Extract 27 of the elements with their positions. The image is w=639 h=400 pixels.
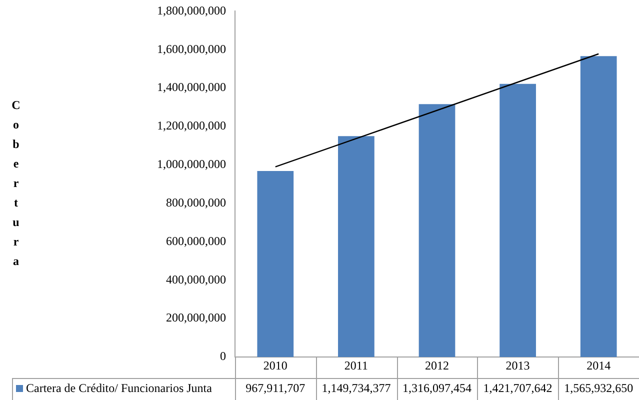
data-label: 967,911,707 (246, 381, 306, 396)
data-label: 1,421,707,642 (483, 381, 552, 396)
bar (500, 84, 536, 357)
bar (338, 136, 374, 357)
data-label: 1,149,734,377 (322, 381, 391, 396)
y-tick-label: 1,400,000,000 (157, 80, 226, 94)
y-tick-label: 1,000,000,000 (157, 157, 226, 172)
y-tick-label: 600,000,000 (166, 234, 226, 248)
x-tick-label: 2012 (425, 358, 449, 372)
y-tick-label: 1,200,000,000 (157, 118, 226, 133)
y-tick-label: 0 (220, 349, 226, 364)
text: Cobertura (12, 98, 20, 268)
bar (580, 56, 617, 357)
y-tick-label: 800,000,000 (166, 195, 226, 210)
y-tick-label: 200,000,000 (166, 310, 226, 325)
x-tick-label: 2011 (344, 358, 368, 372)
x-tick-label: 2013 (506, 358, 530, 372)
x-tick-label: 2010 (263, 358, 288, 372)
legend-label: Cartera de Crédito/ Funcionarios Junta (26, 381, 213, 396)
bar (257, 171, 294, 357)
bar (418, 104, 456, 357)
y-tick-label: 400,000,000 (166, 272, 226, 286)
data-label: 1,565,932,650 (564, 381, 634, 396)
y-tick-label: 1,600,000,000 (157, 42, 226, 56)
y-tick-label: 1,800,000,000 (157, 3, 226, 18)
data-label: 1,316,097,454 (402, 381, 472, 396)
x-tick-label: 2014 (586, 358, 611, 372)
